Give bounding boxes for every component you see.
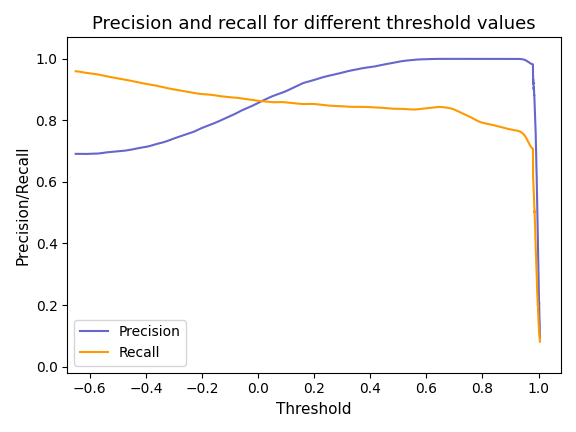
Precision (514, 56, 521, 61)
Precision (532, 135, 539, 140)
Recall (176, 88, 183, 93)
Line: Precision: Precision (75, 59, 540, 338)
Recall (366, 105, 373, 110)
Recall (536, 339, 543, 344)
Y-axis label: Precision/Recall: Precision/Recall (15, 145, 30, 265)
Line: Recall: Recall (75, 71, 540, 342)
Precision (176, 134, 183, 139)
Recall (532, 242, 539, 247)
Recall (513, 128, 520, 133)
Precision (140, 145, 147, 150)
Precision (444, 56, 450, 61)
Precision (250, 103, 257, 108)
X-axis label: Threshold: Threshold (276, 402, 352, 417)
Recall (72, 69, 79, 74)
Precision (536, 335, 543, 340)
Precision (366, 65, 373, 70)
Recall (140, 81, 147, 86)
Legend: Precision, Recall: Precision, Recall (74, 320, 186, 366)
Recall (250, 98, 257, 103)
Title: Precision and recall for different threshold values: Precision and recall for different thres… (92, 15, 536, 33)
Precision (72, 151, 79, 156)
